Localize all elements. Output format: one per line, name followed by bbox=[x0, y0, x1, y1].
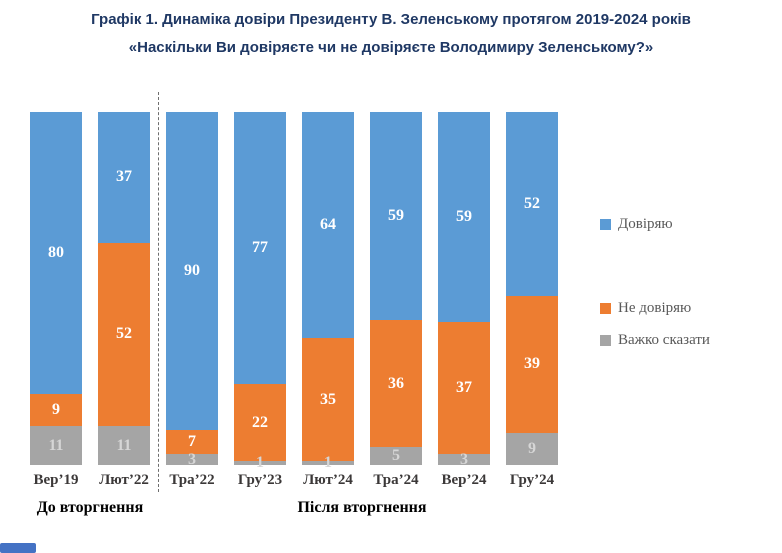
legend-label: Довіряю bbox=[618, 216, 673, 232]
data-label: 7 bbox=[188, 433, 196, 451]
data-label: 37 bbox=[116, 168, 132, 186]
legend-label: Не довіряю bbox=[618, 300, 692, 316]
bar-segment-series0: 59 bbox=[370, 112, 422, 321]
bar-segment-series2: 1 bbox=[234, 455, 286, 471]
data-label: 59 bbox=[456, 208, 472, 226]
category-label: Лют’22 bbox=[99, 472, 149, 488]
bar-segment-series1: 35 bbox=[302, 337, 354, 462]
data-label: 35 bbox=[320, 390, 336, 408]
bar-segment-series1: 37 bbox=[438, 322, 490, 455]
legend-swatch-icon bbox=[600, 219, 611, 230]
category-label: Вер’24 bbox=[441, 472, 487, 488]
data-label: 5 bbox=[392, 447, 400, 465]
data-label: 64 bbox=[320, 215, 336, 233]
plot-area: 80 9 11 Вер’19 37 52 11 Лют’22 90 7 3 Тра’22 77 22 1 Гр… bbox=[30, 112, 558, 488]
bar-column-2: 90 7 3 Тра’22 bbox=[166, 112, 218, 488]
bar-segment-series0: 52 bbox=[506, 112, 558, 296]
legend-item-1: Не довіряю bbox=[600, 300, 691, 317]
data-label: 80 bbox=[48, 244, 64, 262]
bar-column-4: 64 35 1 Лют’24 bbox=[302, 112, 354, 488]
data-label: 9 bbox=[52, 401, 60, 419]
legend-label: Важко сказати bbox=[618, 332, 710, 348]
legend: Довіряю Не довіряю Важко сказати bbox=[600, 0, 780, 400]
data-label: 11 bbox=[116, 436, 132, 454]
bar-column-6: 59 37 3 Вер’24 bbox=[438, 112, 490, 488]
bar-segment-series0: 37 bbox=[98, 112, 150, 243]
bar-segment-series0: 64 bbox=[302, 112, 354, 338]
chart-title-line1: Графік 1. Динаміка довіри Президенту В. … bbox=[91, 11, 691, 28]
bar-segment-series2: 11 bbox=[30, 426, 82, 465]
data-label: 39 bbox=[524, 355, 540, 373]
bar-segment-series0: 90 bbox=[166, 112, 218, 430]
bar-column-5: 59 36 5 Тра’24 bbox=[370, 112, 422, 488]
category-label: Тра’24 bbox=[373, 472, 419, 488]
data-label: 52 bbox=[524, 194, 540, 212]
bar-segment-series2: 5 bbox=[370, 447, 422, 465]
bar-segment-series2: 3 bbox=[166, 450, 218, 468]
bar-column-3: 77 22 1 Гру’23 bbox=[234, 112, 286, 488]
data-label: 11 bbox=[48, 436, 64, 454]
bar-segment-series1: 52 bbox=[98, 242, 150, 427]
group-label-1: Після вторгнення bbox=[297, 499, 427, 516]
bar-segment-series0: 80 bbox=[30, 112, 82, 395]
cropped-blue-element bbox=[0, 543, 36, 553]
data-label: 3 bbox=[188, 450, 196, 468]
bar-segment-series2: 3 bbox=[438, 450, 490, 468]
bar-column-0: 80 9 11 Вер’19 bbox=[30, 112, 82, 488]
bar-segment-series2: 1 bbox=[302, 455, 354, 471]
data-label: 36 bbox=[388, 374, 404, 392]
category-label: Тра’22 bbox=[169, 472, 215, 488]
bar-segment-series1: 7 bbox=[166, 429, 218, 455]
data-label: 9 bbox=[528, 440, 536, 458]
chart-title: Графік 1. Динаміка довіри Президенту В. … bbox=[0, 6, 782, 62]
data-label: 1 bbox=[324, 454, 332, 472]
data-label: 90 bbox=[184, 261, 200, 279]
category-label: Гру’24 bbox=[509, 472, 555, 488]
data-label: 52 bbox=[116, 325, 132, 343]
data-label: 22 bbox=[252, 413, 268, 431]
data-label: 3 bbox=[460, 450, 468, 468]
legend-item-0: Довіряю bbox=[600, 216, 673, 233]
data-label: 1 bbox=[256, 454, 264, 472]
data-label: 59 bbox=[388, 207, 404, 225]
invasion-divider-line bbox=[158, 92, 159, 492]
bar-column-7: 52 39 9 Гру’24 bbox=[506, 112, 558, 488]
chart-title-line2: «Наскільки Ви довіряєте чи не довіряєте … bbox=[128, 39, 654, 56]
legend-item-2: Важко сказати bbox=[600, 332, 710, 349]
bar-column-1: 37 52 11 Лют’22 bbox=[98, 112, 150, 488]
bar-segment-series1: 36 bbox=[370, 320, 422, 448]
bar-segment-series1: 39 bbox=[506, 295, 558, 434]
group-label-0: До вторгнення bbox=[36, 499, 144, 516]
bar-segment-series2: 9 bbox=[506, 433, 558, 465]
data-label: 77 bbox=[252, 238, 268, 256]
category-label: Лют’24 bbox=[303, 472, 353, 488]
bar-segment-series0: 59 bbox=[438, 112, 490, 323]
category-label: Гру’23 bbox=[237, 472, 283, 488]
bar-segment-series1: 22 bbox=[234, 383, 286, 462]
bar-segment-series0: 77 bbox=[234, 112, 286, 384]
bar-segment-series1: 9 bbox=[30, 394, 82, 427]
legend-swatch-icon bbox=[600, 303, 611, 314]
legend-swatch-icon bbox=[600, 335, 611, 346]
bar-segment-series2: 11 bbox=[98, 426, 150, 465]
data-label: 37 bbox=[456, 379, 472, 397]
category-label: Вер’19 bbox=[33, 472, 79, 488]
